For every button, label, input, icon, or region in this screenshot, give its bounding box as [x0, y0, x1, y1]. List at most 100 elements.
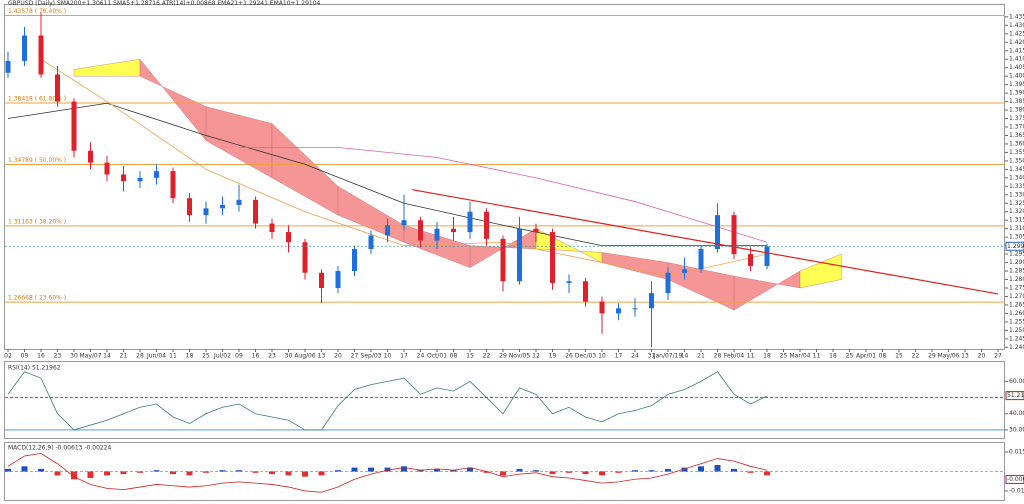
candle-body	[748, 254, 753, 266]
x-tick-label: Feb/04	[724, 353, 744, 360]
histogram-bar	[368, 467, 374, 472]
y-tick-label: 1.25000	[1009, 327, 1024, 334]
x-tick-label: Dec/03	[575, 353, 596, 360]
x-tick-label: Jul/02	[213, 353, 231, 360]
y-tick-label: 1.37000	[1009, 124, 1024, 131]
candle-body	[616, 308, 621, 314]
histogram-bar	[417, 470, 424, 472]
y-tick-label: 1.27500	[1009, 284, 1024, 291]
histogram-bar	[582, 471, 589, 475]
x-tick-label: 29	[499, 353, 507, 360]
x-tick-label: 31	[648, 353, 656, 360]
y-tick-label: 1.25500	[1009, 318, 1024, 325]
last-price-label: 1.29963	[1007, 243, 1024, 250]
x-tick-label: May/06	[937, 353, 959, 360]
histogram-bar	[434, 468, 440, 472]
candle-body	[187, 198, 192, 216]
candle-body	[236, 199, 242, 205]
x-tick-label: Aug/06	[294, 353, 316, 360]
rsi-pane	[4, 361, 1005, 439]
y-tick-label: 1.40000	[1009, 73, 1024, 80]
moving-average	[239, 146, 768, 243]
x-tick-label: 09	[235, 353, 243, 360]
fib-label: 1.31163 ( 38.20% )	[8, 218, 66, 225]
x-tick-label: 12	[532, 353, 540, 360]
x-tick-label: 28	[136, 353, 144, 360]
candle-body	[203, 208, 209, 216]
x-tick-label: 16	[37, 353, 45, 360]
histogram-bar	[533, 470, 539, 472]
candle-body	[55, 74, 60, 102]
histogram-bar	[335, 470, 341, 472]
histogram-bar	[87, 471, 94, 478]
y-tick-label: 1.24500	[1009, 335, 1024, 342]
fib-label: 1.38418 ( 61.80% )	[8, 95, 66, 102]
x-tick-label: 25	[780, 353, 788, 360]
candle-body	[302, 242, 308, 273]
histogram-bar	[516, 468, 523, 472]
histogram-bar	[252, 471, 259, 473]
histogram-bar	[236, 470, 242, 472]
x-tick-label: Sep/03	[361, 353, 382, 360]
macd-title: MACD(12,26,9) -0.00613 -0.00224	[8, 445, 112, 452]
histogram-bar	[500, 471, 506, 476]
x-tick-label: 21	[697, 353, 705, 360]
y-tick-label: 1.26500	[1009, 301, 1024, 308]
x-tick-label: 11	[747, 353, 755, 360]
y-tick-label: 1.29000	[1009, 259, 1024, 266]
candle-body	[715, 215, 720, 250]
y-tick-label: 1.35500	[1009, 149, 1024, 156]
candle-body	[22, 35, 27, 61]
x-tick-label: Nov/05	[509, 353, 531, 360]
y-tick-label: 1.42000	[1009, 39, 1024, 46]
last-value-box	[1005, 474, 1024, 484]
candle-body	[632, 308, 638, 310]
x-tick-label: 20	[334, 353, 342, 360]
x-tick-label: 18	[763, 353, 771, 360]
x-tick-label: 26	[565, 353, 573, 360]
x-tick-label: May/07	[79, 353, 101, 360]
x-tick-label: 23	[268, 353, 276, 360]
histogram-bar	[714, 465, 721, 472]
x-tick-label: 16	[252, 353, 260, 360]
histogram-bar	[665, 468, 671, 472]
histogram-bar	[285, 471, 292, 476]
histogram-bar	[21, 466, 28, 472]
x-tick-label: 13	[318, 353, 326, 360]
histogram-bar	[137, 471, 143, 473]
last-price-box	[1005, 241, 1024, 251]
histogram-bar	[318, 471, 325, 476]
candle-body	[649, 293, 654, 309]
x-tick-label: 19	[549, 353, 557, 360]
histogram-bar	[401, 466, 407, 472]
x-tick-label: Apr/01	[856, 353, 876, 360]
histogram-bar	[764, 471, 770, 476]
x-tick-label: 11	[169, 353, 177, 360]
y-tick-label: 0.01500	[1009, 449, 1024, 456]
y-tick-label: 60.00000	[1009, 378, 1024, 385]
candle-body	[385, 225, 390, 236]
histogram-bar	[203, 471, 209, 473]
candle-body	[335, 271, 341, 288]
fib-label: 1.34789 ( 50.00% )	[8, 157, 66, 164]
y-tick-label: 1.34500	[1009, 166, 1024, 173]
candle-body	[5, 60, 11, 73]
candle-body	[319, 272, 324, 288]
y-tick-label: 1.36000	[1009, 140, 1024, 147]
macd-line	[7, 452, 768, 493]
x-tick-label: 18	[186, 353, 194, 360]
y-tick-label: 1.38000	[1009, 107, 1024, 114]
histogram-bar	[549, 471, 556, 475]
y-tick-label: 1.42500	[1009, 30, 1024, 37]
y-tick-label: 40.00000	[1009, 410, 1024, 417]
candle-body	[220, 204, 225, 209]
histogram-bar	[467, 467, 473, 472]
y-tick-label: 30.00000	[1009, 426, 1024, 433]
y-tick-label: 1.32500	[1009, 200, 1024, 207]
y-tick-label: 1.31500	[1009, 217, 1024, 224]
y-tick-label: 1.43000	[1009, 22, 1024, 29]
y-tick-label: 1.26000	[1009, 310, 1024, 317]
histogram-bar	[698, 466, 704, 472]
